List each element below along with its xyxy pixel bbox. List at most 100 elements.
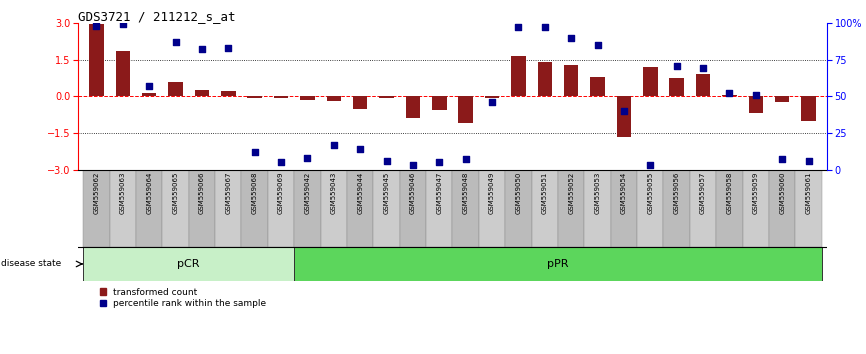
Point — [617, 108, 630, 114]
Text: GSM559047: GSM559047 — [436, 172, 443, 215]
Point — [301, 155, 314, 161]
Text: GSM559061: GSM559061 — [805, 172, 811, 215]
Text: pCR: pCR — [178, 259, 200, 269]
Text: GSM559058: GSM559058 — [727, 172, 733, 215]
Bar — [690, 170, 716, 246]
Point — [485, 99, 499, 105]
Text: GSM559042: GSM559042 — [305, 172, 310, 214]
Bar — [294, 170, 320, 246]
Bar — [769, 170, 795, 246]
Bar — [722, 95, 737, 96]
Point — [275, 160, 288, 165]
Bar — [320, 170, 347, 246]
Bar — [505, 170, 532, 246]
Bar — [215, 170, 242, 246]
Bar — [189, 170, 215, 246]
Bar — [748, 96, 763, 114]
Point — [432, 160, 446, 165]
Text: GSM559055: GSM559055 — [647, 172, 653, 214]
Bar — [268, 170, 294, 246]
Point — [195, 47, 209, 52]
Text: GSM559043: GSM559043 — [331, 172, 337, 215]
Bar — [426, 170, 452, 246]
Bar — [663, 170, 690, 246]
Point — [169, 39, 183, 45]
Text: GSM559051: GSM559051 — [542, 172, 548, 215]
Bar — [458, 96, 473, 123]
Point — [802, 158, 816, 164]
Point — [379, 158, 393, 164]
Bar — [643, 67, 657, 96]
Bar — [301, 96, 314, 100]
Bar — [326, 96, 341, 101]
Bar — [538, 62, 552, 96]
Bar — [669, 78, 684, 96]
Point — [89, 23, 103, 29]
Text: disease state: disease state — [1, 259, 61, 268]
Text: GSM559057: GSM559057 — [700, 172, 706, 215]
Text: GDS3721 / 211212_s_at: GDS3721 / 211212_s_at — [78, 10, 236, 23]
Bar — [168, 82, 183, 96]
Text: GSM559050: GSM559050 — [515, 172, 521, 215]
Text: pPR: pPR — [547, 259, 569, 269]
Point — [142, 83, 156, 89]
Bar — [115, 51, 130, 96]
Bar — [617, 96, 631, 137]
Point — [512, 24, 526, 30]
Bar — [405, 96, 420, 118]
Text: GSM559052: GSM559052 — [568, 172, 574, 214]
Text: GSM559069: GSM559069 — [278, 172, 284, 215]
Bar — [452, 170, 479, 246]
Point — [722, 91, 736, 96]
Point — [669, 63, 683, 68]
Bar — [801, 96, 816, 121]
Bar — [532, 170, 558, 246]
Point — [591, 42, 604, 48]
Point — [538, 24, 552, 30]
Bar — [564, 64, 578, 96]
Bar — [274, 96, 288, 98]
Bar — [162, 170, 189, 246]
Point — [565, 35, 578, 40]
Point — [406, 162, 420, 168]
Text: GSM559065: GSM559065 — [172, 172, 178, 215]
Bar — [142, 93, 157, 96]
Bar — [195, 90, 210, 96]
Point — [116, 22, 130, 27]
Text: GSM559067: GSM559067 — [225, 172, 231, 215]
Text: GSM559059: GSM559059 — [753, 172, 759, 215]
Text: GSM559060: GSM559060 — [779, 172, 785, 215]
Point — [248, 149, 262, 155]
Bar — [558, 170, 585, 246]
Bar — [379, 96, 394, 98]
Bar — [585, 170, 611, 246]
Bar — [716, 170, 743, 246]
Bar — [347, 170, 373, 246]
Text: GSM559063: GSM559063 — [120, 172, 126, 215]
Bar — [353, 96, 367, 109]
Bar — [221, 91, 236, 96]
Point — [775, 156, 789, 162]
Bar — [611, 170, 637, 246]
Text: GSM559045: GSM559045 — [384, 172, 390, 214]
Point — [749, 92, 763, 98]
Bar — [775, 96, 790, 102]
Bar — [485, 96, 500, 98]
Bar — [479, 170, 505, 246]
Point — [459, 156, 473, 162]
Text: GSM559046: GSM559046 — [410, 172, 416, 215]
Text: GSM559066: GSM559066 — [199, 172, 205, 215]
Bar — [795, 170, 822, 246]
Text: GSM559068: GSM559068 — [252, 172, 258, 215]
Text: GSM559056: GSM559056 — [674, 172, 680, 215]
Point — [353, 146, 367, 152]
Bar — [400, 170, 426, 246]
Text: GSM559049: GSM559049 — [489, 172, 495, 215]
Text: GSM559054: GSM559054 — [621, 172, 627, 214]
Bar — [242, 170, 268, 246]
Bar — [248, 96, 262, 98]
Point — [326, 142, 340, 148]
Bar — [511, 56, 526, 96]
Text: GSM559062: GSM559062 — [94, 172, 100, 215]
Bar — [294, 246, 822, 281]
